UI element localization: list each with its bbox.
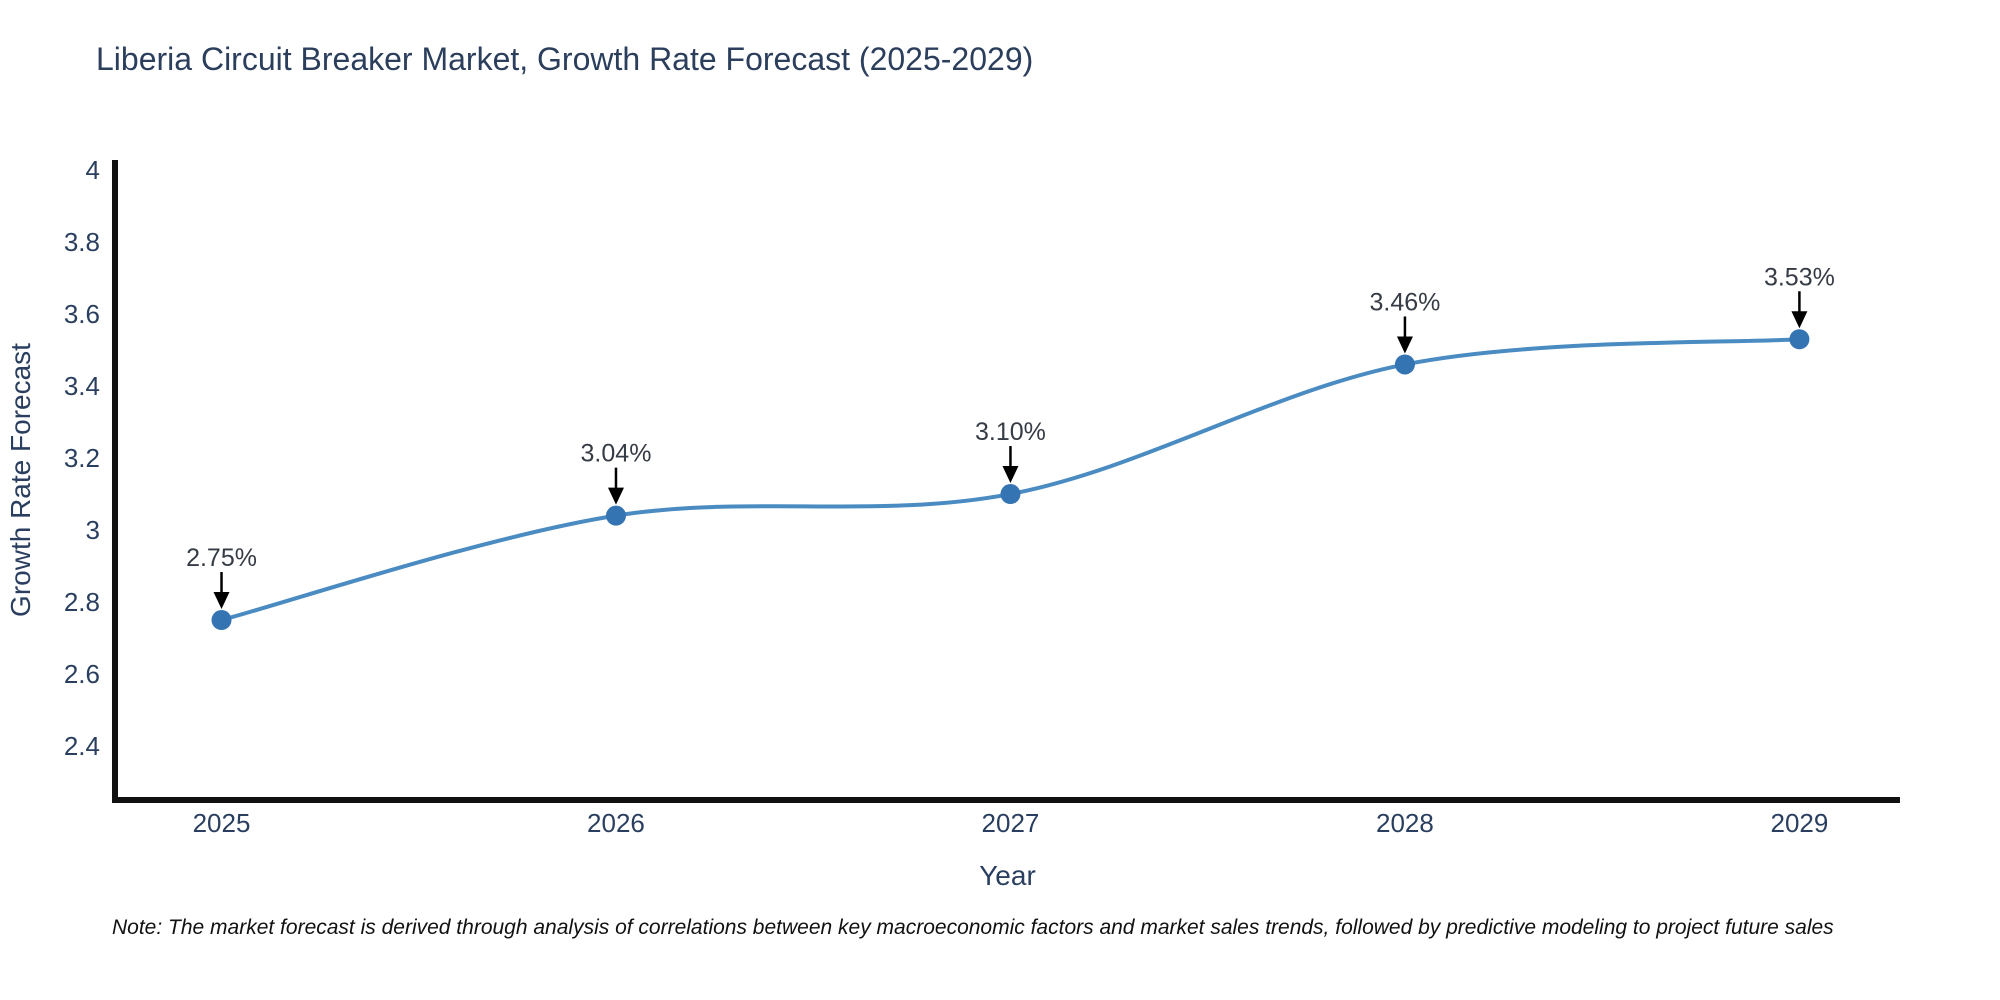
annotation-arrowhead-icon [213, 592, 230, 610]
annotation-label: 3.04% [581, 440, 652, 468]
y-tick-label: 2.6 [64, 659, 100, 689]
annotation-label: 3.46% [1369, 288, 1440, 316]
data-point-marker [1394, 354, 1415, 375]
footnote: Note: The market forecast is derived thr… [112, 916, 1834, 939]
y-axis-title: Growth Rate Forecast [5, 343, 36, 617]
y-tick-label: 2.4 [64, 731, 100, 761]
annotation-arrowhead-icon [607, 487, 624, 505]
x-tick-label: 2025 [193, 808, 251, 838]
y-tick-label: 3.4 [64, 371, 100, 401]
x-tick-label: 2029 [1770, 808, 1828, 838]
x-axis-title: Year [979, 860, 1036, 891]
data-point-marker [1000, 484, 1021, 505]
data-point-marker [1789, 329, 1810, 350]
y-tick-label: 3 [86, 515, 100, 545]
annotation-label: 3.10% [975, 418, 1046, 446]
x-tick-label: 2027 [982, 808, 1040, 838]
annotation-label: 3.53% [1764, 263, 1835, 291]
data-point-marker [605, 505, 626, 526]
x-tick-label: 2026 [587, 808, 645, 838]
y-tick-label: 3.8 [64, 227, 100, 257]
y-tick-label: 2.8 [64, 587, 100, 617]
data-point-marker [211, 610, 232, 631]
axis-lines [112, 160, 1900, 803]
y-tick-label: 3.6 [64, 299, 100, 329]
chart-title: Liberia Circuit Breaker Market, Growth R… [96, 41, 1034, 77]
annotation-label: 2.75% [186, 544, 257, 572]
annotation-arrowhead-icon [1396, 336, 1413, 354]
y-tick-label: 4 [86, 155, 100, 185]
annotation-arrowhead-icon [1791, 311, 1808, 329]
y-tick-label: 3.2 [64, 443, 100, 473]
x-tick-label: 2028 [1376, 808, 1434, 838]
annotation-arrowhead-icon [1002, 466, 1019, 484]
